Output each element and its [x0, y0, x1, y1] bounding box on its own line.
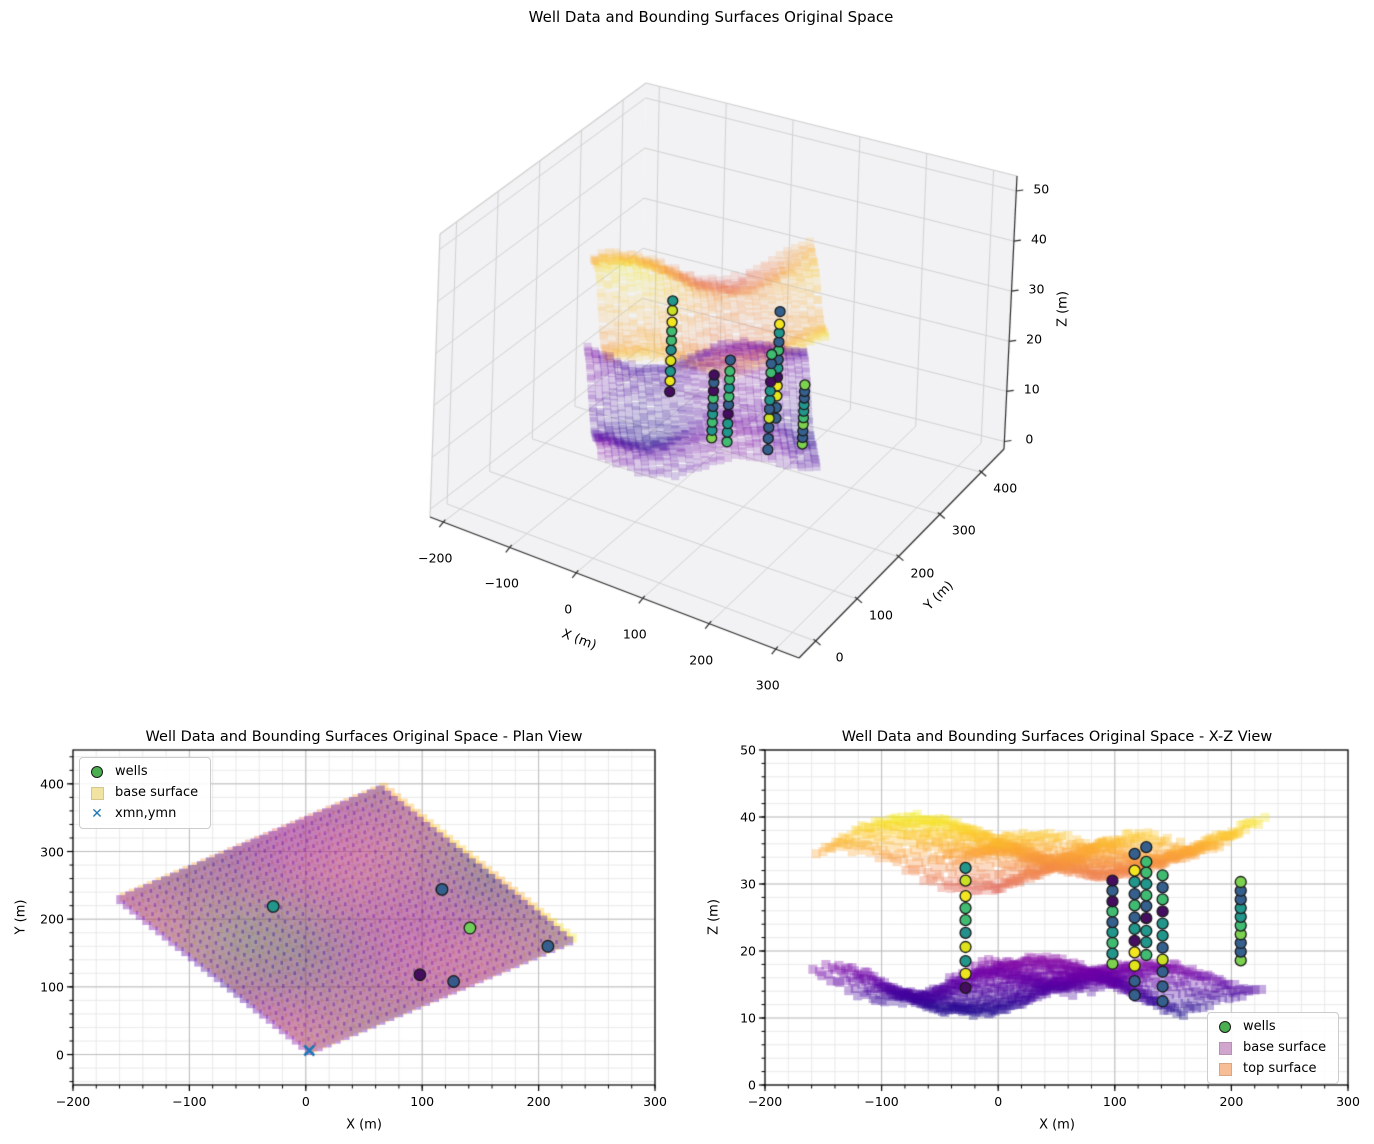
charts-canvas — [0, 0, 1374, 1144]
